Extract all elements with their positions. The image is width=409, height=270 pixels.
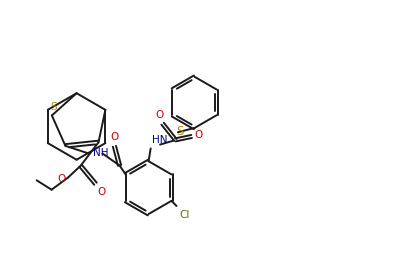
Text: S: S: [177, 125, 184, 138]
Text: O: O: [155, 110, 164, 120]
Text: HN: HN: [151, 136, 167, 146]
Text: O: O: [58, 174, 66, 184]
Text: O: O: [194, 130, 202, 140]
Text: O: O: [110, 133, 119, 143]
Text: NH: NH: [93, 148, 108, 158]
Text: Cl: Cl: [179, 210, 189, 220]
Text: S: S: [50, 102, 57, 112]
Text: O: O: [97, 187, 106, 197]
